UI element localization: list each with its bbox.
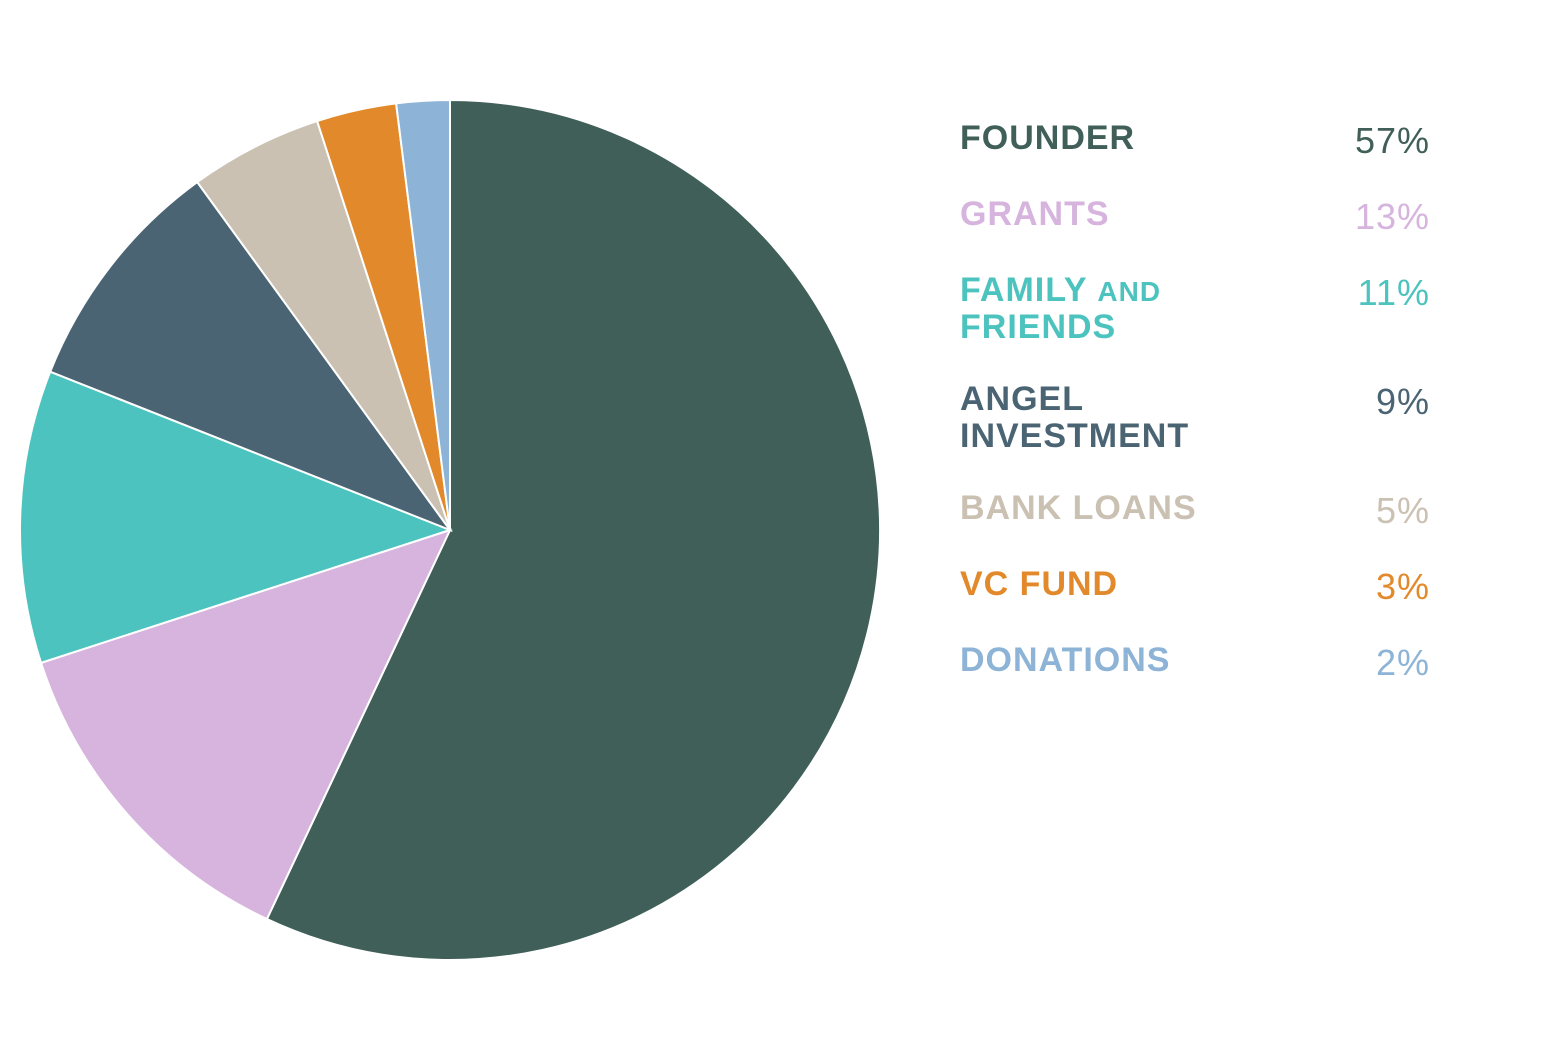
legend-row-angel: ANGELINVESTMENT 9% [960,381,1430,456]
legend-row-vc: VC FUND 3% [960,566,1430,608]
legend-label-vc: VC FUND [960,566,1118,603]
legend: FOUNDER 57% GRANTS 13% FAMILY ANDFRIENDS 11% A… [960,120,1430,718]
legend-label-main-vc: VC FUND [960,565,1118,603]
legend-value-founder: 57% [1316,120,1430,162]
legend-value-grants: 13% [1316,196,1430,238]
legend-row-donations: DONATIONS 2% [960,642,1430,684]
legend-label-and: AND [1097,276,1161,307]
legend-value-vc: 3% [1316,566,1430,608]
legend-label-main-bank: BANK LOANS [960,489,1197,527]
legend-row-grants: GRANTS 13% [960,196,1430,238]
legend-label-angel-line2: INVESTMENT [960,418,1189,455]
legend-label-angel: ANGELINVESTMENT [960,381,1189,456]
legend-label-family-line2: FRIENDS [960,309,1161,346]
pie-chart [10,90,890,975]
legend-row-founder: FOUNDER 57% [960,120,1430,162]
chart-stage: FOUNDER 57% GRANTS 13% FAMILY ANDFRIENDS 11% A… [0,0,1553,1061]
legend-label-donations: DONATIONS [960,642,1170,679]
legend-value-angel: 9% [1316,381,1430,423]
legend-row-family: FAMILY ANDFRIENDS 11% [960,272,1430,347]
legend-label-founder: FOUNDER [960,120,1135,157]
legend-label-bank: BANK LOANS [960,490,1197,527]
legend-label-main-family: FAMILY [960,271,1097,309]
legend-label-grants: GRANTS [960,196,1110,233]
legend-value-bank: 5% [1316,490,1430,532]
legend-label-family-line1: FAMILY AND [960,272,1161,309]
pie-svg [10,90,890,970]
legend-value-donations: 2% [1316,642,1430,684]
legend-label-main-donations: DONATIONS [960,641,1170,679]
legend-label-main-founder: FOUNDER [960,119,1135,157]
legend-row-bank: BANK LOANS 5% [960,490,1430,532]
legend-label-angel-line1: ANGEL [960,381,1189,418]
legend-label-family: FAMILY ANDFRIENDS [960,272,1161,347]
legend-value-family: 11% [1316,272,1430,314]
legend-label-main-grants: GRANTS [960,195,1110,233]
